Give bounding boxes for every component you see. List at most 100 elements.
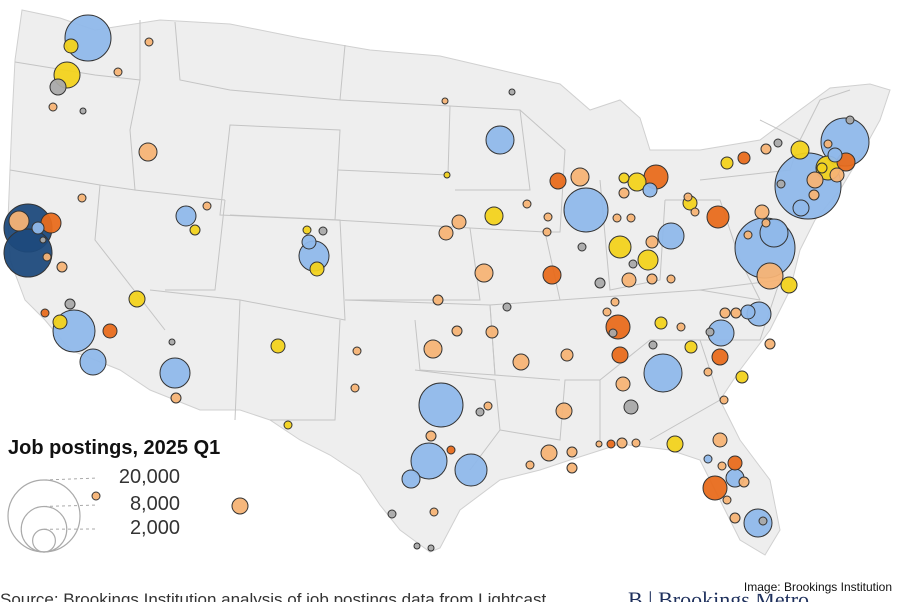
- legend-circle-2: [33, 529, 56, 552]
- metro-bubble-light-orange: [571, 168, 589, 186]
- metro-bubble-gray: [595, 278, 605, 288]
- legend-value-large: 20,000: [80, 466, 180, 489]
- legend-circle-0: [8, 480, 80, 552]
- metro-bubble-yellow: [129, 291, 145, 307]
- metro-bubble-light-orange: [439, 226, 453, 240]
- metro-bubble-light-orange: [232, 498, 248, 514]
- metro-bubble-light-orange: [486, 326, 498, 338]
- metro-bubble-light-orange: [757, 263, 783, 289]
- metro-bubble-light-orange: [543, 228, 551, 236]
- metro-bubble-blue: [80, 349, 106, 375]
- metro-bubble-blue: [658, 223, 684, 249]
- metro-bubble-orange: [712, 349, 728, 365]
- metro-bubble-orange: [607, 440, 615, 448]
- metro-bubble-light-orange: [617, 438, 627, 448]
- metro-bubble-light-orange: [824, 140, 832, 148]
- metro-bubble-gray: [503, 303, 511, 311]
- legend-value-small: 2,000: [80, 517, 180, 540]
- metro-bubble-blue: [160, 358, 190, 388]
- metro-bubble-light-orange: [761, 144, 771, 154]
- metro-bubble-light-orange: [513, 354, 529, 370]
- metro-bubble-blue: [744, 509, 772, 537]
- metro-bubble-blue: [32, 222, 44, 234]
- metro-bubble-light-orange: [49, 103, 57, 111]
- metro-bubble-light-orange: [442, 98, 448, 104]
- metro-bubble-light-orange: [484, 402, 492, 410]
- metro-bubble-blue: [644, 354, 682, 392]
- metro-bubble-yellow: [619, 173, 629, 183]
- metro-bubble-light-orange: [139, 143, 157, 161]
- metro-bubble-blue: [564, 188, 608, 232]
- metro-bubble-gray: [509, 89, 515, 95]
- metro-bubble-light-orange: [556, 403, 572, 419]
- metro-bubble-yellow: [791, 141, 809, 159]
- metro-bubble-light-orange: [561, 349, 573, 361]
- metro-bubble-light-orange: [426, 431, 436, 441]
- metro-bubble-gray: [65, 299, 75, 309]
- metro-bubble-orange: [543, 266, 561, 284]
- metro-bubble-light-orange: [809, 190, 819, 200]
- metro-bubble-light-orange: [646, 236, 658, 248]
- metro-bubble-light-orange: [755, 205, 769, 219]
- metro-bubble-yellow: [271, 339, 285, 353]
- metro-bubble-light-orange: [452, 215, 466, 229]
- metro-bubble-light-orange: [619, 188, 629, 198]
- metro-bubble-light-orange: [611, 298, 619, 306]
- metro-bubble-yellow: [685, 341, 697, 353]
- metro-bubble-orange: [612, 347, 628, 363]
- metro-bubble-orange: [728, 456, 742, 470]
- metro-bubble-yellow: [721, 157, 733, 169]
- image-credit: Image: Brookings Institution: [742, 580, 894, 594]
- metro-bubble-light-orange: [57, 262, 67, 272]
- metro-bubble-gray: [319, 227, 327, 235]
- metro-bubble-light-orange: [704, 368, 712, 376]
- metro-bubble-light-orange: [351, 384, 359, 392]
- metro-bubble-orange: [703, 476, 727, 500]
- metro-bubble-gray: [706, 328, 714, 336]
- metro-bubble-blue: [643, 183, 657, 197]
- metro-bubble-gray: [388, 510, 396, 518]
- metro-bubble-orange: [103, 324, 117, 338]
- metro-bubble-yellow: [64, 39, 78, 53]
- metro-bubble-light-orange: [723, 496, 731, 504]
- metro-bubble-light-orange: [762, 219, 770, 227]
- metro-bubble-gray: [624, 400, 638, 414]
- metro-bubble-gray: [774, 139, 782, 147]
- metro-bubble-light-orange: [622, 273, 636, 287]
- metro-bubble-light-orange: [647, 274, 657, 284]
- metro-bubble-yellow: [190, 225, 200, 235]
- metro-bubble-light-orange: [567, 447, 577, 457]
- metro-bubble-gray: [428, 545, 434, 551]
- metro-bubble-light-orange: [730, 513, 740, 523]
- metro-bubble-light-orange: [78, 194, 86, 202]
- metro-bubble-light-orange: [744, 231, 752, 239]
- metro-bubble-blue: [486, 126, 514, 154]
- metro-bubble-yellow: [609, 236, 631, 258]
- metro-bubble-orange: [738, 152, 750, 164]
- metro-bubble-light-orange: [613, 214, 621, 222]
- metro-bubble-light-orange: [43, 253, 51, 261]
- metro-bubble-light-orange: [765, 339, 775, 349]
- metro-bubble-light-orange: [475, 264, 493, 282]
- metro-bubble-light-orange: [713, 433, 727, 447]
- metro-bubble-blue: [402, 470, 420, 488]
- metro-bubble-light-orange: [731, 308, 741, 318]
- metro-bubble-orange: [41, 309, 49, 317]
- metro-bubble-yellow: [310, 262, 324, 276]
- metro-bubble-light-orange: [145, 38, 153, 46]
- metro-bubble-light-orange: [353, 347, 361, 355]
- metro-bubble-light-orange: [677, 323, 685, 331]
- metro-bubble-light-orange: [720, 308, 730, 318]
- legend-title: Job postings, 2025 Q1: [8, 437, 220, 460]
- metro-bubble-gray: [649, 341, 657, 349]
- metro-bubble-yellow: [53, 315, 67, 329]
- metro-bubble-gray: [476, 408, 484, 416]
- metro-bubble-orange: [707, 206, 729, 228]
- metro-bubble-light-orange: [807, 172, 823, 188]
- metro-bubble-orange: [447, 446, 455, 454]
- metro-bubble-gray: [777, 180, 785, 188]
- metro-bubble-yellow: [444, 172, 450, 178]
- metro-bubble-light-orange: [544, 213, 552, 221]
- metro-bubble-light-orange: [691, 208, 699, 216]
- metro-bubble-blue: [704, 455, 712, 463]
